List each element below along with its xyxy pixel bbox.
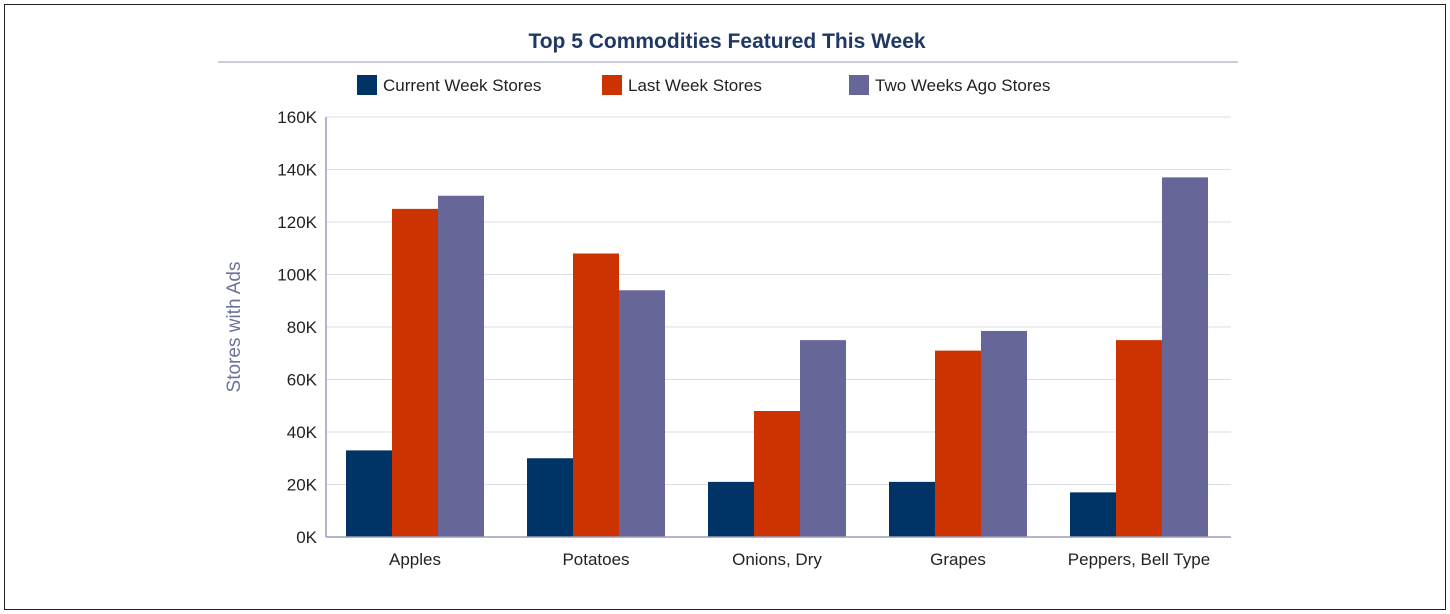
- bar-two-weeks-ago-stores-apples: [438, 195, 484, 537]
- legend-label-last-week-stores: Last Week Stores: [628, 76, 762, 95]
- bar-two-weeks-ago-stores-peppers-bell-type: [1162, 177, 1208, 537]
- axes: [325, 117, 1231, 538]
- legend-label-current-week-stores: Current Week Stores: [383, 76, 541, 95]
- chart-title: Top 5 Commodities Featured This Week: [528, 30, 925, 53]
- bar-current-week-stores-onions-dry: [708, 481, 754, 537]
- legend: Current Week Stores Last Week Stores Two W…: [357, 75, 1050, 95]
- x-tick-label: Apples: [389, 550, 441, 569]
- bar-last-week-stores-grapes: [935, 350, 981, 537]
- x-tick-label: Grapes: [930, 550, 986, 569]
- x-tick-label: Peppers, Bell Type: [1068, 550, 1210, 569]
- bar-two-weeks-ago-stores-onions-dry: [800, 340, 846, 537]
- y-tick-label: 40K: [287, 423, 318, 442]
- bar-last-week-stores-apples: [392, 208, 438, 537]
- bar-last-week-stores-peppers-bell-type: [1116, 340, 1162, 537]
- bars: [346, 177, 1208, 537]
- legend-swatch-two-weeks-ago-stores: [849, 75, 869, 95]
- legend-swatch-last-week-stores: [602, 75, 622, 95]
- bar-last-week-stores-potatoes: [573, 253, 619, 537]
- y-tick-label: 100K: [277, 266, 317, 285]
- y-axis-label: Stores with Ads: [224, 262, 245, 393]
- y-tick-label: 20K: [287, 476, 318, 495]
- y-tick-label: 0K: [296, 528, 317, 547]
- y-tick-label: 120K: [277, 213, 317, 232]
- x-tick-label: Onions, Dry: [732, 550, 822, 569]
- bar-current-week-stores-grapes: [889, 481, 935, 537]
- y-axis-ticks: 0K 20K 40K 60K 80K 100K 120K 140K 160K: [277, 108, 317, 547]
- y-tick-label: 140K: [277, 161, 317, 180]
- x-tick-label: Potatoes: [562, 550, 629, 569]
- legend-label-two-weeks-ago-stores: Two Weeks Ago Stores: [875, 76, 1050, 95]
- bar-two-weeks-ago-stores-grapes: [981, 330, 1027, 537]
- x-axis-ticks: Apples Potatoes Onions, Dry Grapes Peppers, …: [389, 550, 1210, 569]
- y-tick-label: 80K: [287, 318, 318, 337]
- y-tick-label: 60K: [287, 371, 318, 390]
- y-tick-label: 160K: [277, 108, 317, 127]
- bar-last-week-stores-onions-dry: [754, 411, 800, 537]
- legend-swatch-current-week-stores: [357, 75, 377, 95]
- bar-two-weeks-ago-stores-potatoes: [619, 290, 665, 537]
- bar-current-week-stores-peppers-bell-type: [1070, 492, 1116, 537]
- bar-current-week-stores-potatoes: [527, 458, 573, 537]
- bar-current-week-stores-apples: [346, 450, 392, 537]
